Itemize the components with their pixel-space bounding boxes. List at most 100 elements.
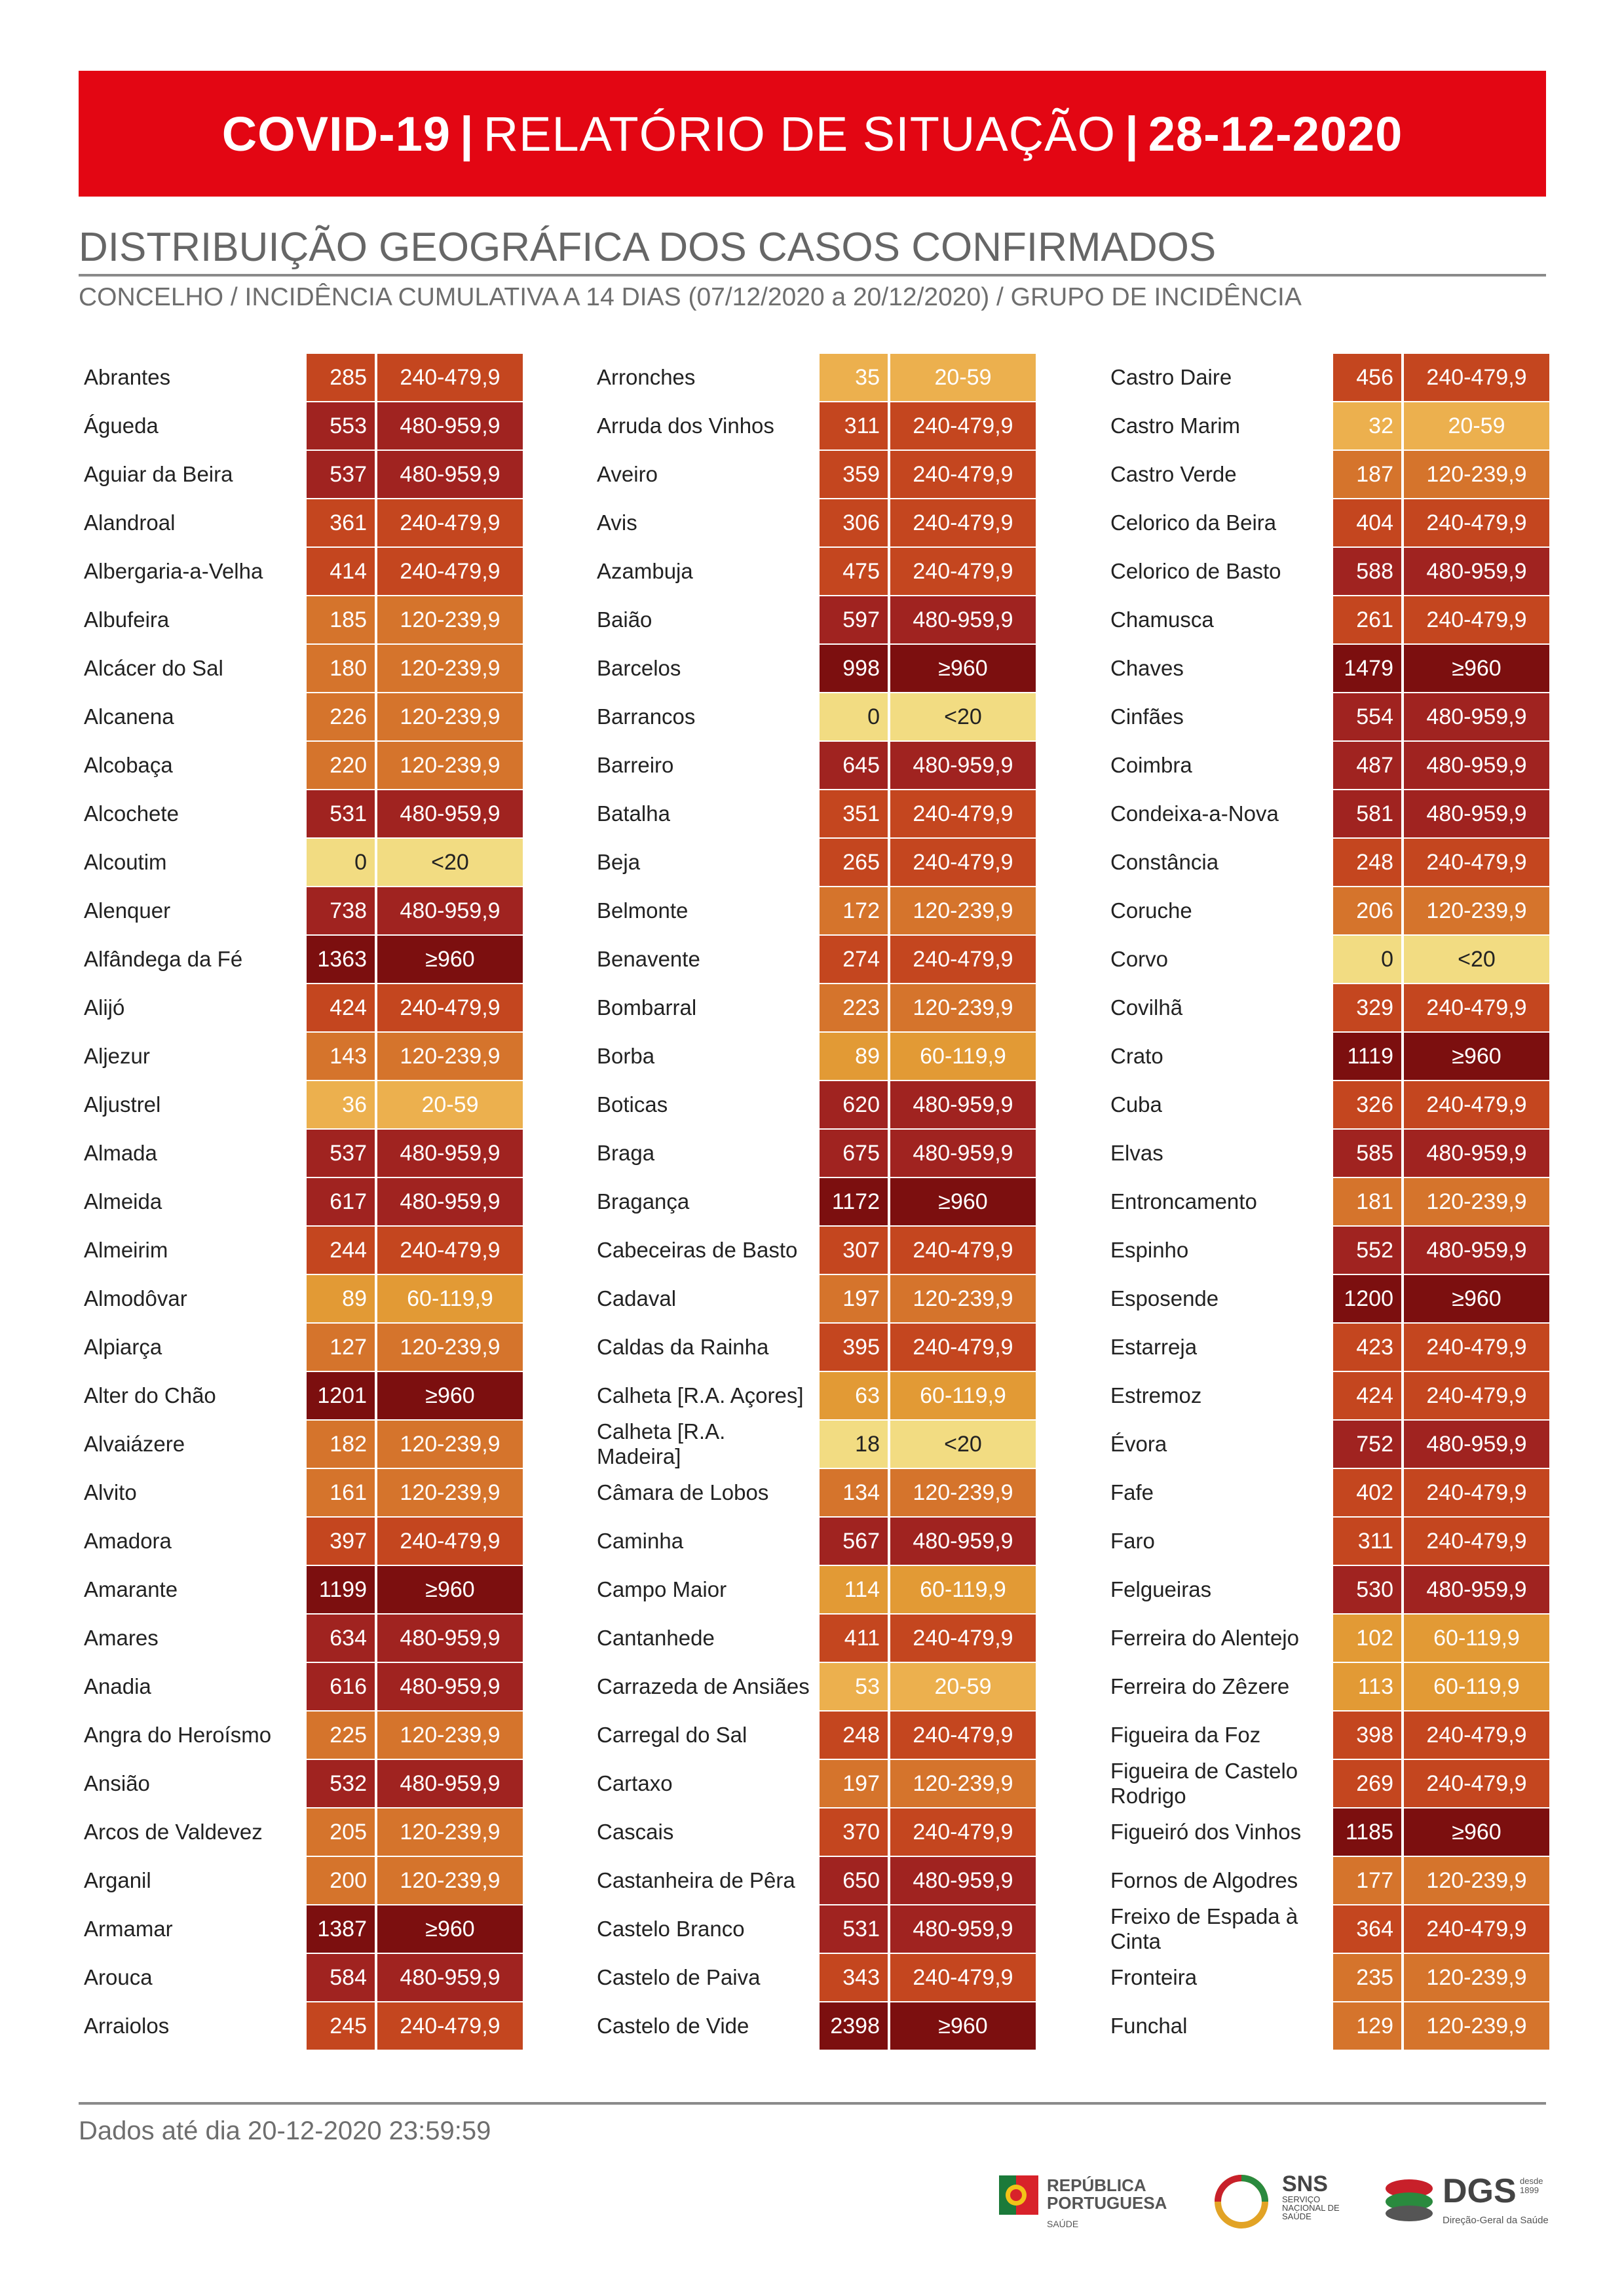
municipality-name: Arganil <box>84 1868 151 1893</box>
municipality-row: Albergaria-a-Velha 414 240-479,9 <box>79 548 524 596</box>
incidence-group: 120-239,9 <box>890 1760 1036 1807</box>
incidence-group: 240-479,9 <box>890 936 1036 983</box>
incidence-value: 552 <box>1333 1227 1401 1274</box>
incidence-group: 240-479,9 <box>377 354 523 401</box>
incidence-group: <20 <box>890 1421 1036 1468</box>
incidence-value: 1199 <box>307 1566 375 1613</box>
municipality-name: Amarante <box>84 1577 178 1602</box>
incidence-value: 532 <box>307 1760 375 1807</box>
municipality-name: Felgueiras <box>1110 1577 1212 1602</box>
municipality-name: Castelo Branco <box>597 1917 745 1942</box>
incidence-value: 634 <box>307 1615 375 1662</box>
incidence-value: 180 <box>307 645 375 692</box>
incidence-value: 200 <box>307 1857 375 1904</box>
incidence-value: 1201 <box>307 1372 375 1419</box>
incidence-group: 240-479,9 <box>890 451 1036 498</box>
municipality-row: Amadora 397 240-479,9 <box>79 1518 524 1566</box>
municipality-name: Condeixa-a-Nova <box>1110 801 1279 826</box>
municipality-name: Alcácer do Sal <box>84 656 223 681</box>
municipality-row: Celorico de Basto 588 480-959,9 <box>1105 548 1551 596</box>
incidence-value: 311 <box>820 402 888 450</box>
section-title: DISTRIBUIÇÃO GEOGRÁFICA DOS CASOS CONFIR… <box>79 221 1546 277</box>
incidence-group: 480-959,9 <box>377 887 523 934</box>
municipality-row: Castro Daire 456 240-479,9 <box>1105 354 1551 402</box>
incidence-value: 487 <box>1333 742 1401 789</box>
municipality-row: Cascais 370 240-479,9 <box>592 1808 1037 1857</box>
municipality-row: Castanheira de Pêra 650 480-959,9 <box>592 1857 1037 1905</box>
incidence-value: 752 <box>1333 1421 1401 1468</box>
municipality-row: Baião 597 480-959,9 <box>592 596 1037 645</box>
municipality-row: Armamar 1387 ≥960 <box>79 1905 524 1954</box>
municipality-row: Cadaval 197 120-239,9 <box>592 1275 1037 1324</box>
municipality-name: Figueira da Foz <box>1110 1723 1261 1748</box>
logo-dgs-since: desde 1899 <box>1520 2176 1543 2196</box>
incidence-value: 89 <box>307 1275 375 1322</box>
municipality-name: Coimbra <box>1110 753 1192 778</box>
municipality-row: Alcanena 226 120-239,9 <box>79 693 524 742</box>
incidence-group: 240-479,9 <box>1404 1324 1549 1371</box>
municipality-name: Crato <box>1110 1044 1163 1069</box>
incidence-group: 240-479,9 <box>890 790 1036 837</box>
municipality-name: Ferreira do Alentejo <box>1110 1626 1299 1651</box>
municipality-name: Caldas da Rainha <box>597 1335 769 1360</box>
municipality-row: Coimbra 487 480-959,9 <box>1105 742 1551 790</box>
incidence-value: 404 <box>1333 499 1401 546</box>
incidence-group: 480-959,9 <box>377 790 523 837</box>
incidence-group: 120-239,9 <box>890 1275 1036 1322</box>
municipality-row: Celorico da Beira 404 240-479,9 <box>1105 499 1551 548</box>
incidence-group: ≥960 <box>1404 1033 1549 1080</box>
incidence-value: 1363 <box>307 936 375 983</box>
incidence-value: 567 <box>820 1518 888 1565</box>
incidence-value: 235 <box>1333 1954 1401 2001</box>
municipality-row: Estarreja 423 240-479,9 <box>1105 1324 1551 1372</box>
municipality-name: Arruda dos Vinhos <box>597 413 774 438</box>
incidence-group: 120-239,9 <box>377 1808 523 1856</box>
incidence-value: 361 <box>307 499 375 546</box>
municipality-row: Aljustrel 36 20-59 <box>79 1081 524 1130</box>
incidence-group: 240-479,9 <box>377 2002 523 2050</box>
municipality-row: Ferreira do Alentejo 102 60-119,9 <box>1105 1615 1551 1663</box>
incidence-value: 18 <box>820 1421 888 1468</box>
incidence-value: 89 <box>820 1033 888 1080</box>
incidence-group: 240-479,9 <box>890 1954 1036 2001</box>
municipality-name: Câmara de Lobos <box>597 1480 769 1505</box>
incidence-value: 423 <box>1333 1324 1401 1371</box>
incidence-value: 1479 <box>1333 645 1401 692</box>
incidence-value: 343 <box>820 1954 888 2001</box>
incidence-group: 60-119,9 <box>1404 1615 1549 1662</box>
incidence-value: 265 <box>820 839 888 886</box>
municipality-row: Castelo de Paiva 343 240-479,9 <box>592 1954 1037 2002</box>
municipality-name: Castro Marim <box>1110 413 1241 438</box>
incidence-value: 197 <box>820 1760 888 1807</box>
municipality-name: Bragança <box>597 1189 690 1214</box>
incidence-group: 120-239,9 <box>1404 887 1549 934</box>
incidence-value: 364 <box>1333 1905 1401 1953</box>
logo-sns-text: SNS <box>1282 2172 1328 2196</box>
republica-portuguesa-logo: REPÚBLICA PORTUGUESA SAÚDE <box>996 2169 1192 2241</box>
municipality-name: Alcobaça <box>84 753 173 778</box>
incidence-value: 588 <box>1333 548 1401 595</box>
incidence-group: 240-479,9 <box>1404 1712 1549 1759</box>
incidence-group: 480-959,9 <box>890 1130 1036 1177</box>
incidence-value: 1185 <box>1333 1808 1401 1856</box>
incidence-group: 480-959,9 <box>1404 548 1549 595</box>
incidence-group: 120-239,9 <box>377 742 523 789</box>
municipality-row: Évora 752 480-959,9 <box>1105 1421 1551 1469</box>
incidence-group: ≥960 <box>377 1372 523 1419</box>
title-date: 28-12-2020 <box>1148 106 1403 161</box>
incidence-value: 402 <box>1333 1469 1401 1516</box>
municipality-row: Abrantes 285 240-479,9 <box>79 354 524 402</box>
incidence-group: 240-479,9 <box>890 1808 1036 1856</box>
municipality-row: Condeixa-a-Nova 581 480-959,9 <box>1105 790 1551 839</box>
municipality-name: Águeda <box>84 413 159 438</box>
title-separator: | <box>460 106 474 161</box>
incidence-value: 537 <box>307 451 375 498</box>
municipality-name: Aveiro <box>597 462 658 487</box>
municipality-row: Almeirim 244 240-479,9 <box>79 1227 524 1275</box>
incidence-group: 480-959,9 <box>1404 1130 1549 1177</box>
municipality-row: Belmonte 172 120-239,9 <box>592 887 1037 936</box>
incidence-group: 480-959,9 <box>1404 742 1549 789</box>
footer-divider <box>79 2102 1546 2105</box>
municipality-name: Arcos de Valdevez <box>84 1820 263 1845</box>
logo-dgs-subtext: Direção-Geral da Saúde <box>1443 2215 1549 2226</box>
